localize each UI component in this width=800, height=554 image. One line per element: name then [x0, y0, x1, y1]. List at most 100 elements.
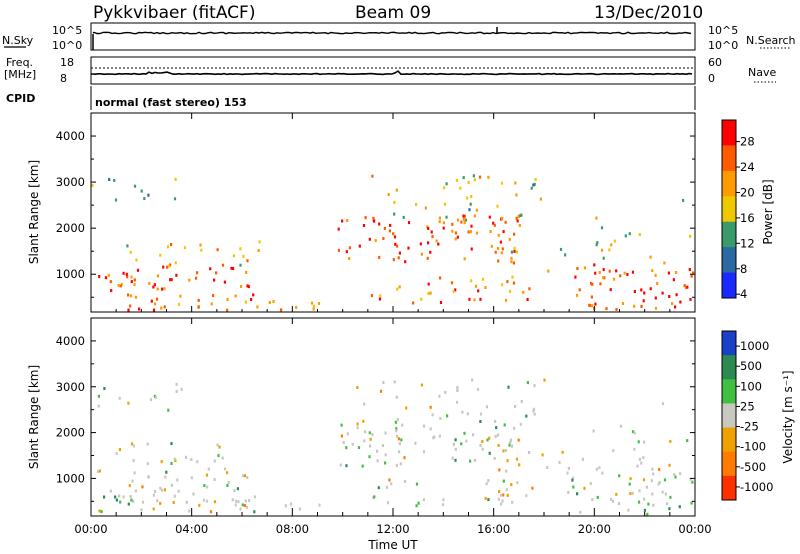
data-cell: [689, 477, 692, 481]
data-cell: [615, 269, 618, 273]
data-cell: [476, 387, 480, 391]
data-cell: [443, 186, 446, 190]
data-cell: [511, 275, 514, 279]
data-cell: [482, 277, 485, 281]
data-cell: [502, 449, 505, 453]
data-cell: [486, 438, 489, 442]
data-cell: [439, 417, 442, 420]
data-cell: [522, 290, 525, 294]
data-cell: [596, 495, 599, 499]
data-cell: [393, 212, 396, 216]
data-cell: [508, 443, 511, 447]
data-cell: [129, 304, 132, 308]
data-cell: [505, 488, 508, 492]
data-cell: [612, 277, 616, 281]
data-cell: [501, 247, 504, 251]
data-cell: [138, 307, 141, 311]
colorbar-segment: [722, 451, 736, 477]
data-cell: [345, 250, 348, 254]
data-cell: [126, 275, 129, 279]
data-cell: [640, 288, 643, 292]
data-cell: [223, 467, 227, 471]
data-cell: [412, 301, 415, 305]
data-cell: [378, 255, 381, 259]
data-cell: [433, 435, 436, 439]
colorbar-segment: [722, 379, 736, 404]
data-cell: [205, 473, 209, 477]
y-tick-label: 1000: [56, 267, 85, 281]
data-cell: [500, 181, 503, 185]
data-cell: [310, 301, 314, 305]
data-cell: [167, 408, 170, 412]
data-cell: [479, 420, 482, 423]
data-cell: [427, 282, 430, 286]
data-cell: [257, 249, 260, 253]
data-cell: [129, 495, 132, 498]
data-cell: [239, 263, 242, 267]
data-cell: [169, 278, 172, 282]
data-cell: [633, 447, 636, 451]
data-cell: [298, 507, 301, 511]
data-cell: [200, 248, 203, 252]
data-cell: [341, 219, 344, 223]
data-cell: [120, 283, 123, 286]
data-cell: [443, 202, 447, 206]
beam-title: Beam 09: [355, 3, 431, 23]
data-cell: [513, 426, 516, 430]
data-cell: [518, 223, 521, 227]
data-cell: [678, 505, 681, 509]
data-cell: [173, 197, 177, 201]
data-cell: [596, 241, 599, 245]
data-cell: [497, 443, 500, 447]
data-cell: [419, 242, 422, 246]
data-cell: [396, 434, 399, 438]
data-cell: [152, 507, 155, 511]
data-cell: [295, 305, 298, 309]
data-cell: [474, 284, 478, 288]
data-cell: [600, 226, 604, 230]
data-cell: [628, 232, 631, 236]
data-cell: [515, 216, 518, 220]
data-cell: [250, 298, 253, 301]
data-cell: [340, 423, 343, 427]
data-cell: [531, 486, 534, 490]
data-cell: [513, 246, 516, 250]
data-cell: [399, 462, 402, 466]
data-cell: [156, 274, 160, 278]
data-cell: [206, 485, 209, 489]
data-cell: [463, 217, 466, 221]
data-cell: [626, 273, 629, 276]
data-cell: [628, 482, 631, 486]
data-cell: [190, 476, 193, 480]
data-cell: [460, 442, 463, 446]
data-cell: [422, 450, 426, 454]
data-cell: [619, 424, 623, 428]
data-cell: [396, 244, 399, 248]
data-cell: [190, 458, 193, 462]
data-cell: [427, 226, 430, 230]
data-cell: [690, 501, 693, 505]
data-cell: [395, 429, 398, 433]
data-cell: [679, 300, 682, 304]
data-cell: [487, 175, 490, 179]
data-cell: [150, 299, 153, 303]
data-cell: [643, 291, 646, 295]
data-cell: [340, 434, 343, 438]
data-cell: [497, 497, 500, 501]
data-cell: [91, 183, 94, 187]
data-cell: [651, 467, 654, 471]
data-cell: [657, 482, 660, 486]
data-cell: [588, 303, 591, 307]
data-cell: [107, 273, 110, 277]
data-cell: [520, 400, 523, 403]
data-cell: [526, 298, 529, 301]
data-cell: [371, 433, 374, 437]
data-cell: [218, 445, 221, 449]
data-cell: [589, 482, 592, 486]
data-cell: [216, 248, 219, 252]
data-cell: [196, 271, 199, 275]
velocity-colorbar-label: -25: [740, 420, 759, 434]
data-cell: [451, 456, 454, 460]
data-cell: [494, 250, 497, 254]
data-cell: [388, 478, 391, 482]
